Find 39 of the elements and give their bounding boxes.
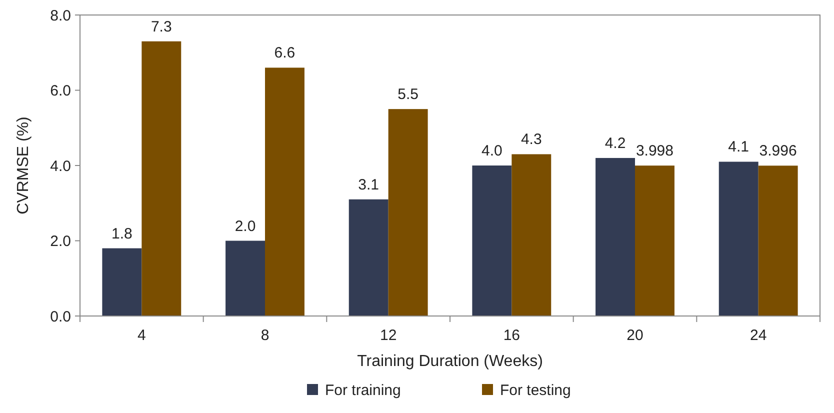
y-tick-label: 2.0 (50, 233, 71, 250)
data-label: 7.3 (150, 18, 172, 36)
y-tick-label: 0.0 (50, 308, 71, 326)
x-tick-label: 24 (750, 327, 767, 344)
bar (718, 162, 758, 316)
x-tick-label: 4 (137, 327, 146, 344)
data-label: 4.0 (482, 142, 502, 160)
bar (226, 240, 265, 316)
data-label: 3.996 (759, 142, 797, 160)
bar (348, 199, 388, 316)
data-label: 3.1 (358, 176, 380, 194)
bar (512, 154, 552, 316)
y-tick-label: 6.0 (50, 82, 71, 100)
data-label: 6.6 (274, 44, 296, 62)
data-label: 4.2 (604, 134, 626, 152)
bar (635, 166, 674, 316)
bar (142, 41, 182, 316)
bar (388, 109, 428, 316)
x-tick-label: 12 (380, 327, 397, 344)
data-label: 2.0 (234, 218, 256, 235)
x-tick-label: 20 (626, 327, 644, 344)
bar (265, 68, 304, 316)
x-tick-label: 16 (503, 327, 520, 344)
data-label: 5.5 (398, 86, 418, 104)
legend-label: For testing (500, 382, 571, 399)
data-label: 4.3 (520, 131, 542, 148)
y-axis-title: CVRMSE (%) (15, 116, 32, 214)
data-label: 3.998 (636, 142, 674, 160)
y-tick-label: 8.0 (50, 7, 71, 24)
bar (596, 158, 635, 316)
x-axis-title: Training Duration (Weeks) (357, 353, 543, 370)
data-label: 1.8 (112, 225, 132, 242)
y-tick-label: 4.0 (50, 158, 71, 175)
bar (102, 248, 142, 316)
data-label: 4.1 (728, 138, 750, 156)
x-tick-label: 8 (260, 327, 270, 344)
legend-label: For training (325, 382, 401, 399)
bar (758, 166, 798, 316)
bar (472, 166, 512, 316)
